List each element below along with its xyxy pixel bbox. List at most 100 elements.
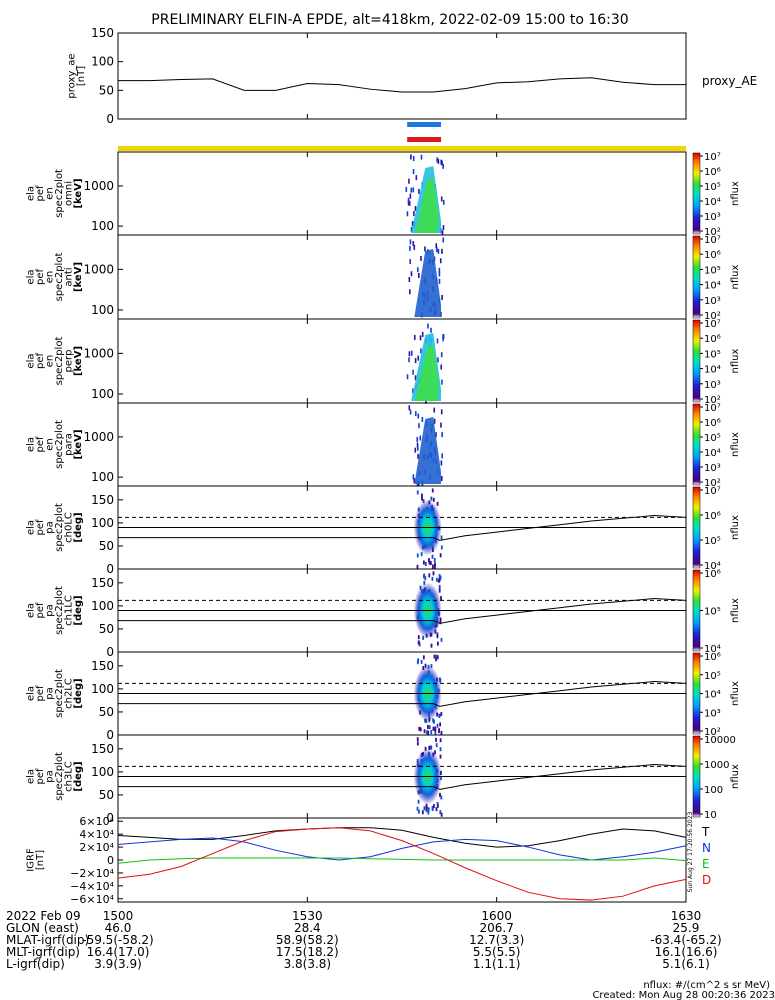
igrf-line-N	[117, 837, 687, 861]
spec-pixel	[412, 169, 415, 175]
spec-pixel	[414, 411, 417, 417]
pa-pixel	[416, 490, 419, 495]
spec-pixel	[416, 442, 419, 448]
y-axis-label: pef	[35, 685, 46, 702]
spec-band-core	[415, 178, 440, 233]
colorbar-tick-label: 10⁶	[704, 250, 721, 261]
y-axis-label: pa	[44, 687, 55, 699]
y-tick-label: 50	[99, 705, 114, 719]
pa-pixel	[439, 747, 442, 752]
spec-pixel	[409, 289, 411, 295]
spec-pixel	[421, 331, 424, 337]
spec-pixel	[410, 350, 413, 356]
igrf-line-D	[117, 827, 687, 901]
spec-pixel	[410, 154, 412, 160]
colorbar-tick-label: 10³	[704, 380, 721, 391]
igrf-side-stamp: Sun Aug 27 17:20:56 2023	[687, 812, 694, 893]
spec-pixel	[421, 416, 424, 422]
spec-pixel	[440, 475, 443, 481]
pa-pixel	[433, 564, 436, 569]
colorbar-tick-label: 10²	[704, 478, 721, 489]
proxy-ae-legend: proxy_AE	[702, 74, 757, 88]
y-axis-label: spec2plot	[54, 420, 65, 469]
y-tick-label: 50	[99, 539, 114, 553]
y-tick-label: 2×10⁴	[79, 841, 114, 854]
y-axis-label: ela	[25, 520, 36, 535]
pa-pixel	[432, 571, 435, 576]
colorbar-tick-label: 10⁵	[704, 182, 721, 193]
x-row-value: 17.5(18.2)	[276, 945, 339, 959]
colorbar-tick-label: 10⁴	[704, 197, 721, 208]
y-axis-label: [deg]	[73, 595, 84, 625]
y-axis-label: ela	[25, 269, 36, 284]
x-row-value: 1500	[103, 909, 134, 923]
x-row-value: 206.7	[479, 921, 513, 935]
y-tick-label: 6×10⁴	[79, 815, 114, 828]
spec-pixel	[424, 246, 426, 252]
pa-pixel	[429, 745, 432, 750]
igrf-legend-E: E	[702, 857, 710, 871]
pa-pixel	[417, 658, 420, 663]
spec-pixel	[420, 348, 422, 354]
y-axis-label: ela	[25, 437, 36, 452]
colorbar	[692, 319, 701, 403]
colorbar-label: nflux	[730, 348, 741, 373]
pa-pixel	[423, 574, 425, 579]
spec-pixel	[410, 187, 413, 193]
coverage-bars	[118, 122, 686, 151]
colorbar-tick-label: 10⁴	[704, 365, 721, 376]
y-axis-label: [deg]	[73, 761, 84, 791]
x-row-value: 1600	[481, 909, 512, 923]
pa-pixel	[430, 664, 433, 669]
pa-pixel	[416, 737, 419, 742]
spec-pixel	[418, 272, 420, 278]
pa-pixel	[439, 738, 442, 743]
colorbar-tick-label: 10⁷	[704, 486, 721, 497]
spec-pixel	[441, 160, 443, 166]
pa-pixel	[424, 576, 427, 581]
spec-pixel	[412, 369, 414, 375]
spec-pixel	[440, 460, 443, 466]
spec-pixel	[413, 334, 416, 340]
pa-pixel	[430, 496, 433, 501]
spec-pixel	[442, 334, 445, 340]
colorbar-tick-label: 10	[704, 810, 717, 821]
pa-pixel	[436, 723, 439, 728]
x-row-label: MLT-igrf(dip)	[6, 945, 80, 959]
created-stamp: Created: Mon Aug 28 00:20:36 2023	[592, 990, 775, 1000]
colorbar-tick-label: 10³	[704, 296, 721, 307]
pa-pixel	[439, 722, 442, 727]
pa-pixel	[428, 725, 431, 730]
pa-pixel	[436, 712, 439, 717]
x-row-label: 2022 Feb 09	[6, 909, 81, 923]
panel-spec-perp: 100 1000 10² 10³ 10⁴ 10⁵ 10⁶ 10⁷ nflux elapefensp…	[25, 318, 741, 406]
y-tick-label: 100	[91, 55, 114, 69]
spec-pixel	[437, 248, 440, 254]
spec-pixel	[441, 230, 444, 236]
pa-pixel	[440, 535, 443, 540]
y-axis-label: [keV]	[73, 178, 84, 208]
colorbar-label: nflux	[730, 432, 741, 457]
y-axis-label: pa	[44, 604, 55, 616]
pa-pixel	[436, 501, 439, 506]
spec-pixel	[412, 388, 414, 394]
spec-pixel	[420, 255, 422, 261]
pa-pixel	[434, 730, 437, 735]
spec-pixel	[442, 163, 444, 169]
pa-pixel	[429, 561, 432, 566]
spec-pixel	[419, 435, 422, 441]
panel-frame	[117, 32, 687, 120]
spec-pixel	[415, 175, 418, 181]
panel-frame	[117, 402, 687, 487]
x-row-label: MLAT-igrf(dip)	[6, 933, 89, 947]
spec-pixel	[414, 206, 417, 212]
colorbar-label: nflux	[730, 181, 741, 206]
colorbar-tick-label: 10⁷	[704, 319, 721, 330]
spec-pixel	[441, 432, 443, 438]
spec-pixel	[438, 267, 441, 273]
pa-pixel	[433, 654, 436, 659]
panel-pa-ch2LC: 0 50 100 150 10² 10³ 10⁴ 10⁵ 10⁶ nflux elapefpaspe…	[25, 651, 741, 742]
y-tick-label: 0	[106, 562, 114, 576]
colorbar-tick-label: 100	[704, 785, 723, 796]
colorbar-label: nflux	[730, 764, 741, 789]
